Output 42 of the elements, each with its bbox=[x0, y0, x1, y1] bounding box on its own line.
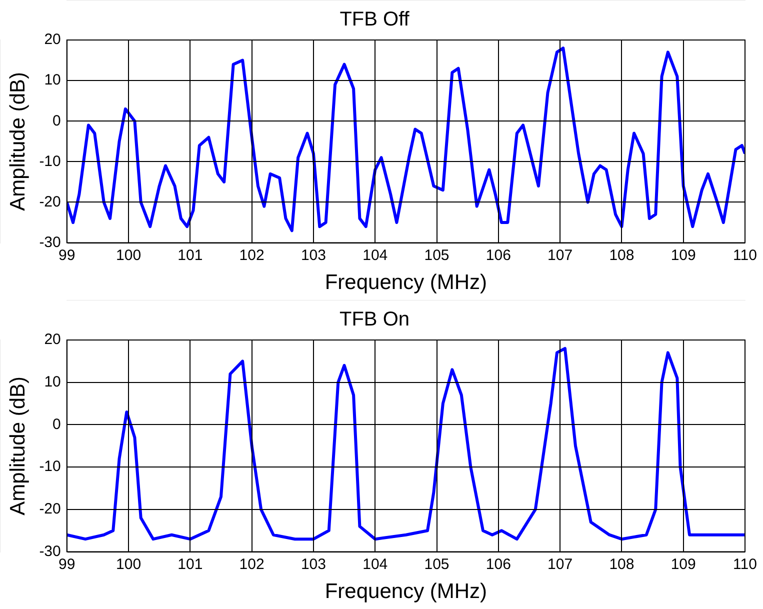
y-tick-label: 20 bbox=[44, 331, 61, 348]
x-tick-label: 110 bbox=[733, 246, 757, 264]
x-tick-label: 105 bbox=[424, 556, 450, 573]
y-tick-label: 20 bbox=[44, 31, 61, 48]
x-axis-title: Frequency (MHz) bbox=[324, 271, 488, 294]
x-tick-label: 110 bbox=[733, 556, 757, 573]
x-tick-label: 106 bbox=[486, 556, 511, 573]
chart-title: TFB Off bbox=[340, 8, 410, 31]
x-tick-label: 104 bbox=[362, 556, 388, 573]
x-tick-label: 102 bbox=[239, 246, 264, 264]
x-tick-label: 100 bbox=[116, 556, 142, 573]
x-tick-label: 100 bbox=[116, 246, 142, 264]
x-axis-title: Frequency (MHz) bbox=[324, 580, 488, 604]
x-tick-label: 105 bbox=[424, 246, 450, 264]
y-axis-title: Amplitude (dB) bbox=[6, 376, 30, 516]
y-tick-label: 10 bbox=[44, 72, 61, 89]
chart-title: TFB On bbox=[339, 308, 410, 331]
y-tick-label: 0 bbox=[52, 416, 61, 433]
x-tick-label: 102 bbox=[239, 556, 264, 573]
x-tick-label: 109 bbox=[670, 556, 696, 573]
y-tick-label: -30 bbox=[39, 234, 61, 251]
x-tick-label: 106 bbox=[486, 246, 511, 264]
x-tick-label: 107 bbox=[548, 556, 573, 573]
x-tick-label: 108 bbox=[609, 246, 634, 264]
y-tick-label: 10 bbox=[44, 374, 61, 390]
x-tick-label: 109 bbox=[670, 246, 696, 264]
x-tick-label: 101 bbox=[178, 556, 203, 573]
y-tick-label: 0 bbox=[52, 112, 61, 130]
x-tick-label: 99 bbox=[58, 556, 76, 573]
y-axis-title: Amplitude (dB) bbox=[6, 72, 30, 211]
y-tick-label: -20 bbox=[39, 193, 61, 210]
x-tick-label: 103 bbox=[300, 556, 326, 573]
x-tick-label: 104 bbox=[362, 246, 388, 264]
x-tick-label: 107 bbox=[548, 246, 573, 264]
x-tick-label: 101 bbox=[178, 246, 203, 264]
y-tick-label: -10 bbox=[39, 152, 61, 170]
x-tick-label: 103 bbox=[300, 246, 326, 264]
y-tick-label: -20 bbox=[39, 500, 61, 518]
x-tick-label: 108 bbox=[609, 556, 634, 573]
x-tick-label: 99 bbox=[58, 246, 76, 264]
y-tick-label: -10 bbox=[39, 458, 61, 476]
y-tick-label: -30 bbox=[39, 542, 61, 560]
